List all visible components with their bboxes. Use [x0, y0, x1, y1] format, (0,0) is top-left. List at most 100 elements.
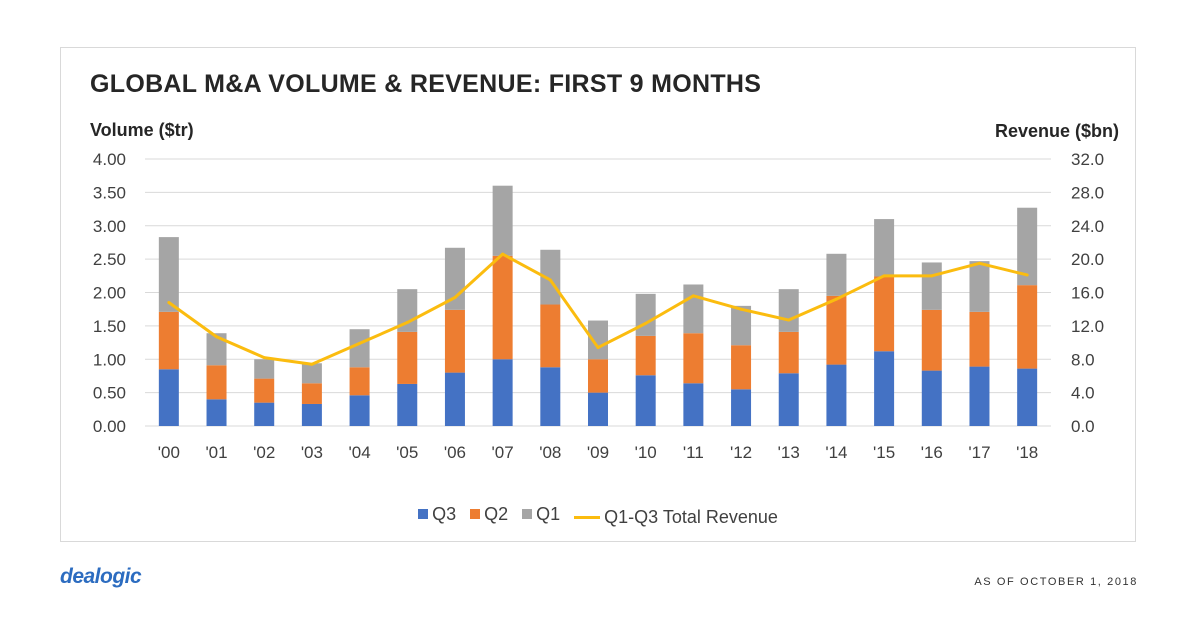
y-tick-label-left: 1.00	[93, 350, 126, 369]
x-tick-label: '03	[301, 443, 323, 462]
bar-q2	[206, 365, 227, 400]
bar-q2	[254, 378, 275, 403]
legend-item: Q1	[522, 504, 560, 525]
legend-line-swatch	[574, 516, 601, 519]
y-axis-label-right: Revenue ($bn)	[994, 121, 1119, 141]
x-tick-label: '14	[825, 443, 847, 462]
y-tick-label-left: 4.00	[93, 150, 126, 169]
dealogic-logo: dealogic	[60, 565, 142, 588]
x-tick-label: '08	[539, 443, 561, 462]
bar-q1	[588, 320, 608, 360]
bar-q1	[254, 359, 275, 379]
revenue-point	[215, 335, 219, 339]
legend-label: Q2	[484, 503, 509, 524]
y-tick-label-left: 2.50	[93, 250, 126, 269]
bar-q3	[826, 364, 847, 426]
bar-q3	[731, 389, 752, 426]
y-tick-label-right: 16.0	[1071, 284, 1104, 303]
bar-q2	[826, 295, 847, 365]
y-tick-label-right: 12.0	[1071, 317, 1104, 336]
revenue-point	[596, 346, 600, 350]
bar-q3	[254, 402, 275, 426]
chart-frame: GLOBAL M&A VOLUME & REVENUE: FIRST 9 MON…	[60, 47, 1136, 542]
revenue-point	[405, 321, 409, 325]
bar-q1	[540, 249, 561, 305]
chart-title: GLOBAL M&A VOLUME & REVENUE: FIRST 9 MON…	[90, 70, 762, 98]
bar-q1	[683, 284, 704, 334]
bar-q1	[874, 219, 895, 277]
bar-q3	[206, 399, 227, 426]
bar-q2	[921, 309, 942, 371]
bar-q3	[921, 370, 942, 426]
revenue-point	[691, 294, 695, 298]
bar-q2	[158, 311, 179, 370]
bar-q1	[206, 333, 227, 366]
y-tick-label-right: 24.0	[1071, 217, 1104, 236]
revenue-point	[167, 301, 171, 305]
bar-q2	[683, 333, 704, 384]
chart-legend: Q3 Q2 Q1 Q1-Q3 Total Revenue	[61, 503, 1135, 528]
y-tick-label-right: 20.0	[1071, 250, 1104, 269]
bar-q2	[731, 345, 752, 390]
revenue-point	[1025, 273, 1029, 277]
x-tick-label: '15	[873, 443, 895, 462]
revenue-point	[739, 307, 743, 311]
bar-q2	[588, 359, 608, 393]
revenue-point	[644, 321, 648, 325]
bar-q1	[778, 289, 799, 332]
bar-q2	[540, 304, 561, 368]
as-of-date: AS OF OCTOBER 1, 2018	[974, 576, 1138, 588]
legend-swatch	[418, 509, 429, 519]
bar-q1	[158, 237, 179, 312]
x-tick-label: '01	[205, 443, 227, 462]
revenue-point	[834, 297, 838, 301]
y-tick-label-right: 32.0	[1071, 150, 1104, 169]
bar-q2	[444, 309, 465, 373]
bar-q1	[921, 262, 942, 310]
y-axis-label-left: Volume ($tr)	[90, 120, 194, 140]
bar-q1	[826, 253, 847, 296]
revenue-point	[358, 341, 362, 345]
bar-q1	[969, 261, 990, 312]
bar-q3	[158, 369, 179, 426]
x-tick-label: '06	[444, 443, 466, 462]
x-tick-label: '17	[968, 443, 990, 462]
x-tick-label: '13	[778, 443, 800, 462]
bar-q1	[349, 329, 370, 368]
legend-item: Q2	[470, 504, 508, 525]
revenue-point	[262, 356, 266, 360]
bar-q3	[540, 367, 561, 426]
bar-q2	[349, 367, 370, 396]
revenue-point	[882, 274, 886, 278]
bar-q3	[683, 383, 704, 426]
bar-q3	[635, 375, 656, 426]
y-tick-label-left: 3.00	[93, 217, 126, 236]
bar-q3	[1017, 368, 1038, 426]
bar-q1	[301, 363, 322, 384]
bar-q2	[492, 255, 513, 360]
legend-item: Q3	[418, 504, 456, 525]
bar-q2	[1017, 285, 1038, 369]
bar-q3	[349, 395, 370, 426]
legend-swatch	[522, 509, 533, 519]
bar-q2	[301, 383, 322, 404]
bar-q1	[731, 305, 752, 346]
bar-q1	[635, 293, 656, 336]
bar-q3	[778, 373, 799, 426]
x-tick-label: '11	[683, 443, 704, 462]
x-tick-label: '07	[492, 443, 514, 462]
revenue-point	[310, 362, 314, 366]
y-tick-label-left: 3.50	[93, 183, 126, 202]
revenue-point	[501, 252, 505, 256]
legend-label: Q1-Q3 Total Revenue	[604, 507, 778, 527]
x-tick-label: '16	[921, 443, 943, 462]
x-tick-label: '02	[253, 443, 275, 462]
x-tick-label: '10	[635, 443, 657, 462]
y-tick-label-right: 28.0	[1071, 183, 1104, 202]
bar-q2	[778, 331, 799, 374]
legend-swatch	[470, 509, 481, 519]
x-tick-label: '12	[730, 443, 752, 462]
revenue-point	[977, 261, 981, 265]
x-tick-label: '18	[1016, 443, 1038, 462]
revenue-point	[787, 318, 791, 322]
